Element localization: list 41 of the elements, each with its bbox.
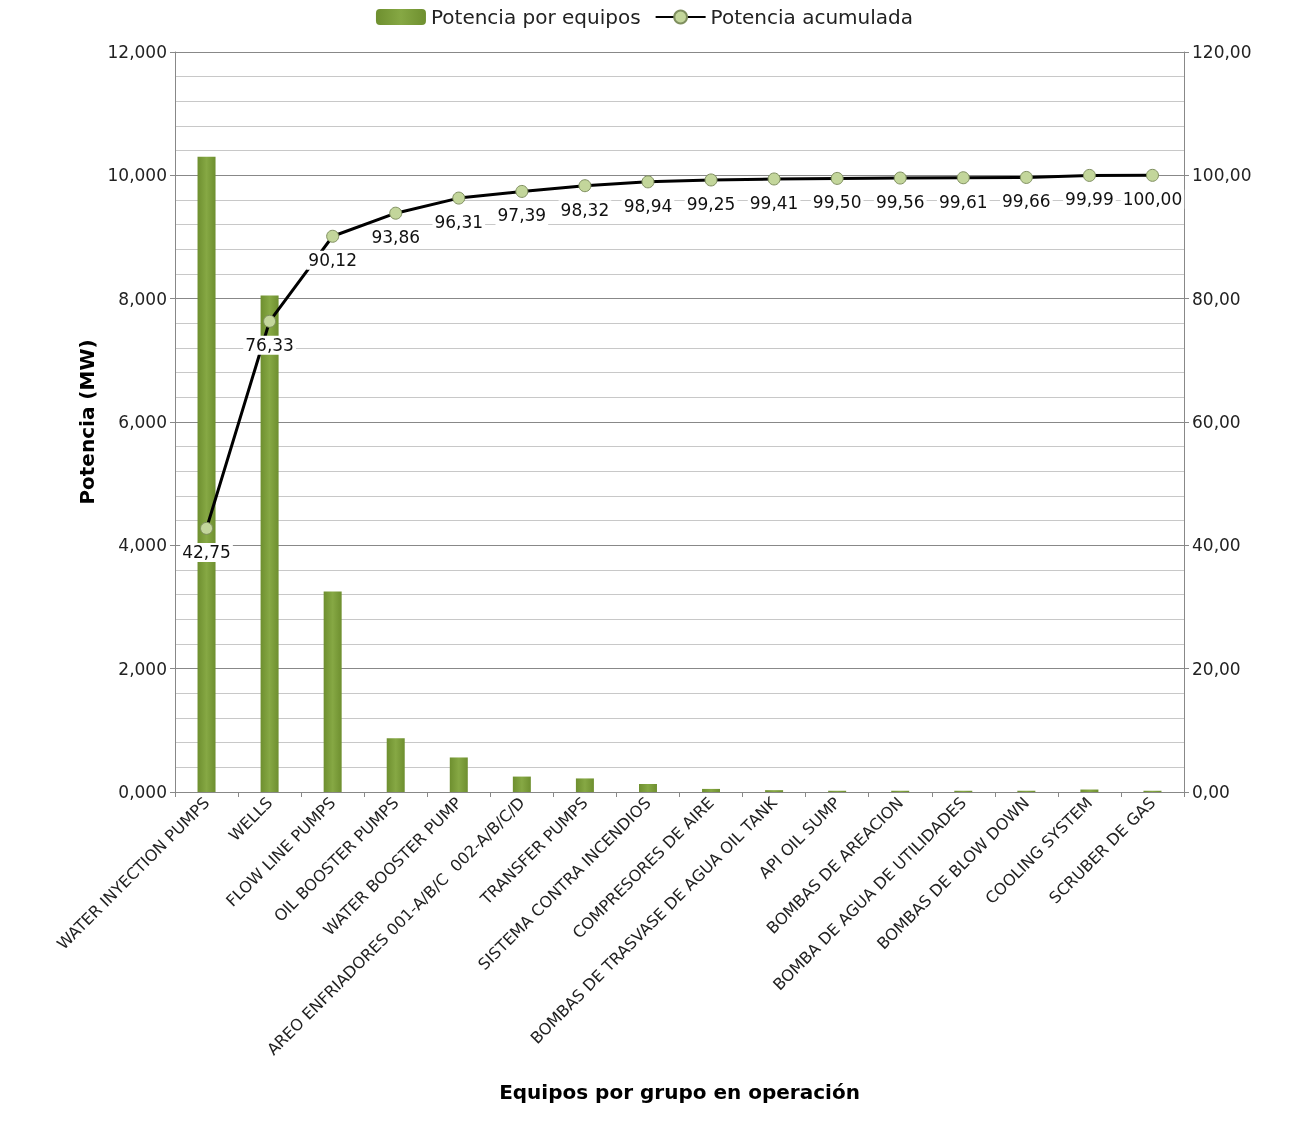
data-label: 99,66: [1002, 191, 1051, 212]
data-label: 99,61: [938, 191, 988, 212]
data-label: 97,39: [497, 205, 547, 226]
data-label: 96,31: [434, 212, 484, 233]
bar: [702, 788, 721, 792]
y2-tick-label: 20,00: [1192, 658, 1241, 679]
data-label: 98,32: [560, 199, 610, 220]
x-axis-title: Equipos por grupo en operación: [499, 1080, 860, 1104]
data-label: 99,99: [1065, 189, 1114, 210]
y-tick-label: 6,000: [118, 412, 167, 432]
data-label: 100,00: [1122, 189, 1183, 210]
y-tick-label: 8,000: [118, 288, 167, 309]
y-tick-label: 0,000: [118, 782, 167, 802]
legend-label: Potencia acumulada: [710, 5, 914, 29]
y-tick-label: 2,000: [118, 658, 167, 679]
data-label: 76,33: [245, 335, 294, 356]
data-label: 99,41: [749, 192, 799, 213]
y-axis-title: Potencia (MW): [74, 339, 99, 505]
bar: [323, 591, 342, 792]
bar: [449, 757, 468, 792]
bar: [512, 776, 531, 792]
y2-tick-label: 40,00: [1192, 535, 1241, 556]
y2-tick-label: 80,00: [1192, 288, 1241, 309]
data-label: 99,56: [875, 192, 925, 213]
y-tick-label: 4,000: [118, 535, 167, 556]
data-label: 93,86: [371, 227, 421, 248]
legend-label: Potencia por equipos: [430, 5, 641, 29]
bar: [386, 738, 405, 792]
data-label: 98,94: [623, 195, 673, 216]
y2-tick-label: 120,00: [1192, 42, 1252, 62]
data-label: 90,12: [308, 250, 357, 271]
data-label: 99,25: [686, 193, 736, 214]
y2-tick-label: 100,00: [1192, 165, 1252, 186]
y-tick-label: 10,000: [107, 165, 167, 186]
data-label: 99,50: [812, 192, 862, 213]
data-label: 42,75: [182, 542, 231, 563]
bar: [575, 778, 594, 792]
y2-tick-label: 0,00: [1192, 782, 1230, 802]
bar: [638, 783, 657, 792]
y2-tick-label: 60,00: [1192, 412, 1241, 432]
y-tick-label: 12,000: [107, 42, 167, 62]
